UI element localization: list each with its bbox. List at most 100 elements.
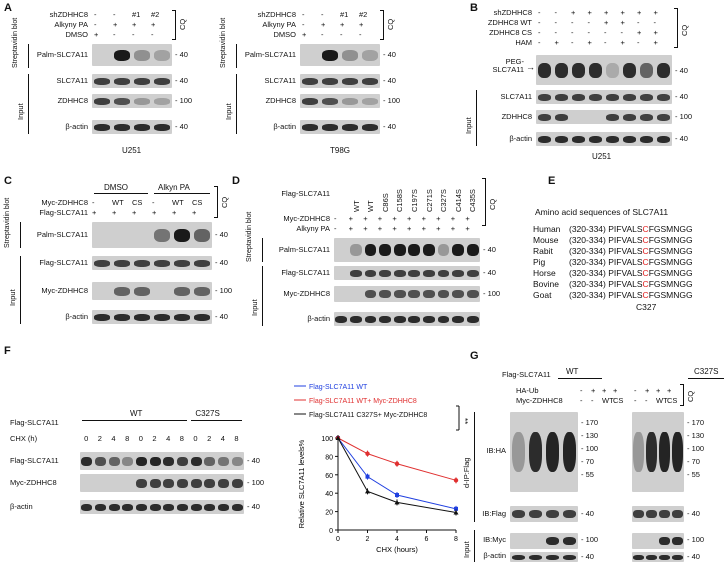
a-u251-signs-cell: + — [132, 20, 137, 29]
g-c327s-mw-flag: - 40 — [687, 509, 700, 518]
b-blot-0-band — [537, 93, 552, 101]
b-signs-cell: - — [571, 38, 574, 47]
a-t98g-blot-3-band — [342, 123, 358, 131]
a-t98g-cq-label: CQ — [386, 18, 395, 30]
c-signs-cell: CS — [132, 198, 143, 207]
f-blot-0-band — [81, 456, 93, 466]
a-t98g-mw: - 40 — [383, 76, 396, 85]
sequence-prefix: PIFVALS — [608, 279, 643, 289]
b-row-label: ZDHHC8 CS — [489, 28, 532, 37]
a-t98g-blot-2-band — [322, 97, 338, 105]
g-wt-signs-cell: + — [591, 386, 596, 395]
sequence-row: Rabit (320-334) PIFVALSCFGSMNGG — [533, 246, 693, 256]
a-t98g-blot-0-band — [362, 49, 378, 61]
species-name: Mouse — [533, 235, 559, 245]
a-t98g-blot-3-band — [302, 123, 318, 131]
a-u251-mw: - 40 — [175, 122, 188, 131]
c-blot-1-band — [114, 259, 130, 267]
d-blot-0-band — [379, 244, 391, 256]
a-t98g-cell-label: T98G — [330, 146, 351, 155]
c-blot-label: Palm-SLC7A11 — [36, 230, 88, 239]
f-chx-value: 0 — [193, 434, 198, 443]
a-u251-blot-0 — [92, 44, 172, 66]
g-wt-mw-flag: - 40 — [581, 509, 594, 518]
cysteine-residue: C — [642, 235, 649, 245]
a-u251-cq-bracket — [172, 10, 176, 40]
a-t98g-blot-label: β-actin — [273, 122, 296, 131]
g-c327s-mw-actin: - 40 — [687, 552, 700, 561]
panel-label-a: A — [4, 2, 12, 14]
a-t98g-signs-cell: + — [340, 20, 345, 29]
g-c327s-blot-actin-band — [672, 554, 683, 560]
sequence-suffix: FGSMNGG — [648, 268, 693, 278]
b-signs-cell: + — [587, 38, 592, 47]
f-blot-0-band — [149, 456, 161, 466]
a-t98g-blot-0-band — [322, 49, 338, 61]
g-c327s-mw-ha: - 70 — [687, 457, 700, 466]
c-signs-cell: + — [172, 208, 177, 217]
a-t98g-blot-1-band — [342, 77, 358, 85]
a-u251-blot-2 — [92, 94, 172, 108]
a-t98g-signs-cell: - — [302, 10, 305, 19]
a-u251-blot-2-band — [134, 97, 150, 105]
a-t98g-input-label: Input — [224, 103, 233, 120]
d-blot-3-band — [466, 315, 479, 323]
c327-label: C327 — [636, 302, 657, 312]
a-u251-blot-3-band — [114, 123, 130, 131]
b-signs-cell: + — [620, 38, 625, 47]
a-u251-signs-cell: + — [151, 20, 156, 29]
f-blot-2-band — [122, 503, 134, 511]
f-chx-value: 4 — [220, 434, 225, 443]
data-point — [453, 478, 459, 483]
d-signs-cell: + — [363, 214, 368, 223]
b-blot-2-band — [639, 135, 654, 143]
a-t98g-signs: - + + + — [302, 20, 378, 29]
d-signs-cell: + — [436, 214, 441, 223]
b-blot-0-band — [639, 93, 654, 101]
b-signs-cell: - — [587, 18, 591, 27]
a-u251-blot-2-band — [154, 97, 170, 105]
b-signs-cell: - — [653, 18, 657, 27]
a-u251-row-label: shZDHHC8 — [49, 10, 88, 19]
b-blot-2 — [536, 132, 672, 146]
x-tick-label: 4 — [395, 536, 399, 543]
f-blot-1-band — [231, 478, 243, 488]
d-blot-2-band — [379, 290, 391, 298]
b-peg-arrow: → — [526, 62, 535, 72]
f-blot-0 — [80, 452, 244, 470]
b-blot-0-band — [571, 93, 586, 101]
f-blot-2 — [80, 500, 244, 514]
c-blot-1-band — [154, 259, 170, 267]
d-blot-1-band — [393, 269, 406, 277]
g-c327s-mw-ha: - 100 — [687, 444, 705, 453]
g-c327s-mw-ha: - 170 — [687, 418, 705, 427]
b-input-bracket — [476, 90, 477, 146]
a-u251-blot-label: Palm-SLC7A11 — [36, 50, 88, 59]
g-c327s-signs-cell: - — [645, 396, 648, 405]
d-blot-2-band — [364, 290, 377, 298]
d-blot-1-band — [350, 269, 362, 277]
d-input-bracket — [262, 266, 263, 326]
d-row-label: Myc-ZDHHC8 — [283, 214, 330, 223]
a-u251-blot-1-band — [94, 77, 110, 85]
a-u251-signs-cell: - — [94, 20, 97, 29]
c-blot-label: β-actin — [65, 312, 88, 321]
c-top-alkyn: Alkyn PA — [158, 183, 190, 192]
d-mutant-label: C435S — [468, 189, 478, 212]
b-signs-cell: - — [620, 28, 624, 37]
c-blot-3-band — [194, 313, 210, 321]
d-mutant-label: C414S — [453, 189, 463, 212]
g-c327s-signs-cell: CS — [667, 396, 678, 405]
b-signs-cell: + — [571, 8, 576, 17]
a-u251-mw: - 100 — [175, 96, 193, 105]
d-signs-cell: + — [450, 214, 456, 223]
g-c327s-blot-actin-band — [646, 554, 657, 560]
g-wt-signs: - - WT CS — [580, 396, 624, 405]
c-strep-bracket — [20, 222, 21, 248]
a-u251-blot-3-band — [134, 123, 150, 131]
residue-range: (320-334) — [569, 279, 609, 289]
g-wt-mw-ha: - 170 — [581, 418, 599, 427]
f-chx-value: 4 — [166, 434, 171, 443]
x-tick-label: 6 — [425, 536, 429, 543]
d-blot-1-band — [466, 269, 479, 277]
